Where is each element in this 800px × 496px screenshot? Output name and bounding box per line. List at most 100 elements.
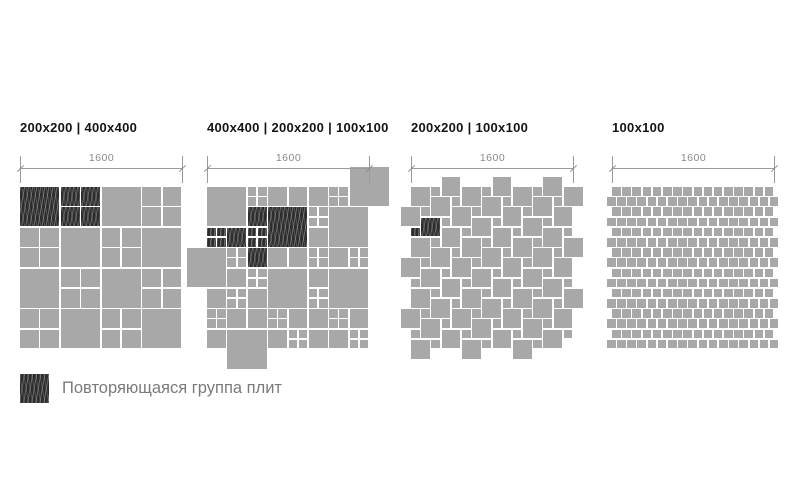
- tile-100: [632, 187, 641, 196]
- tile-200: [60, 268, 80, 288]
- tile-100: [662, 268, 672, 278]
- tile-400: [227, 329, 267, 369]
- tile-100: [411, 329, 420, 339]
- tile-100: [729, 299, 738, 308]
- tile-100: [652, 187, 662, 196]
- tile-100: [612, 288, 621, 298]
- tile-100: [257, 197, 267, 206]
- tile-200: [227, 309, 247, 329]
- tile-100: [754, 227, 764, 237]
- tile-200: [492, 278, 512, 298]
- tile-100: [724, 329, 733, 339]
- tile-200: [451, 207, 471, 227]
- tile-100: [673, 248, 682, 257]
- tile-100: [693, 248, 703, 257]
- tile-400: [186, 248, 226, 288]
- tile-100: [754, 268, 764, 278]
- tile-100: [637, 217, 647, 227]
- repeating-group-swatch-icon: [20, 374, 49, 403]
- tile-100: [759, 299, 769, 308]
- tile-100: [637, 299, 647, 308]
- tile-100: [764, 187, 774, 196]
- tile-100: [769, 299, 779, 308]
- tile-100: [642, 288, 652, 298]
- tile-400: [329, 207, 369, 247]
- tile-100: [642, 187, 652, 196]
- tile-100: [227, 288, 236, 298]
- tile-100: [673, 187, 682, 196]
- tile-100: [329, 187, 338, 196]
- tile-100: [451, 248, 461, 257]
- tile-100: [461, 227, 471, 237]
- tile-100: [749, 237, 759, 247]
- repeat-group-tile-200: [421, 217, 440, 237]
- tile-100: [647, 217, 657, 227]
- dimension-tick-left-3: [411, 156, 412, 183]
- tile-100: [606, 339, 616, 349]
- legend-label: Повторяющаяся группа плит: [62, 379, 282, 397]
- tile-100: [724, 248, 733, 257]
- repeat-group-tile-100: [411, 227, 420, 237]
- tile-100: [734, 207, 743, 216]
- tile-100: [606, 278, 616, 288]
- tile-100: [533, 288, 542, 298]
- tile-100: [754, 288, 764, 298]
- tile-100: [647, 278, 657, 288]
- tile-100: [237, 299, 247, 308]
- tile-100: [472, 309, 481, 318]
- tile-100: [739, 258, 748, 267]
- tile-100: [647, 258, 657, 267]
- tile-100: [637, 339, 647, 349]
- tile-100: [744, 207, 754, 216]
- tile-100: [693, 207, 703, 216]
- tile-100: [668, 258, 677, 267]
- tile-100: [688, 197, 697, 206]
- tile-100: [502, 248, 512, 257]
- dimension-tick-right-1: [182, 156, 183, 183]
- tile-200: [512, 237, 532, 257]
- tile-100: [512, 329, 522, 339]
- tile-100: [319, 248, 328, 257]
- tile-200: [268, 248, 287, 267]
- tile-100: [268, 309, 277, 318]
- tile-100: [678, 339, 687, 349]
- tile-100: [461, 278, 471, 288]
- tile-100: [298, 329, 308, 339]
- tile-400: [60, 309, 100, 349]
- tile-100: [523, 258, 532, 267]
- tile-200: [502, 258, 522, 278]
- tile-100: [713, 288, 723, 298]
- tile-200: [227, 268, 247, 288]
- tile-100: [308, 258, 318, 267]
- tile-100: [606, 237, 616, 247]
- tile-100: [627, 217, 636, 227]
- tile-100: [612, 187, 621, 196]
- repeat-group-tile-100: [217, 227, 226, 237]
- tile-200: [81, 268, 100, 288]
- repeat-group-tile-100: [257, 237, 267, 247]
- tile-100: [754, 248, 764, 257]
- tile-200: [20, 248, 39, 267]
- tile-100: [533, 339, 542, 349]
- tile-100: [319, 299, 328, 308]
- tile-100: [698, 197, 708, 206]
- tile-200: [472, 319, 491, 339]
- tile-100: [713, 248, 723, 257]
- panel-title-1: 200x200 | 400x400: [20, 120, 138, 135]
- tile-100: [769, 197, 779, 206]
- tile-100: [492, 268, 502, 278]
- tile-100: [441, 217, 451, 227]
- tile-100: [606, 217, 616, 227]
- repeat-group-tile-200: [60, 207, 80, 227]
- tile-100: [617, 278, 626, 288]
- dimension-1: 1600: [16, 152, 187, 186]
- tile-100: [632, 288, 641, 298]
- tile-grid-4: [606, 187, 779, 350]
- dimension-line-3: [411, 168, 574, 169]
- tile-200: [308, 329, 328, 349]
- tile-100: [662, 227, 672, 237]
- tile-200: [400, 309, 420, 329]
- tile-200: [121, 309, 141, 329]
- tile-200: [431, 197, 451, 216]
- tile-100: [502, 197, 512, 206]
